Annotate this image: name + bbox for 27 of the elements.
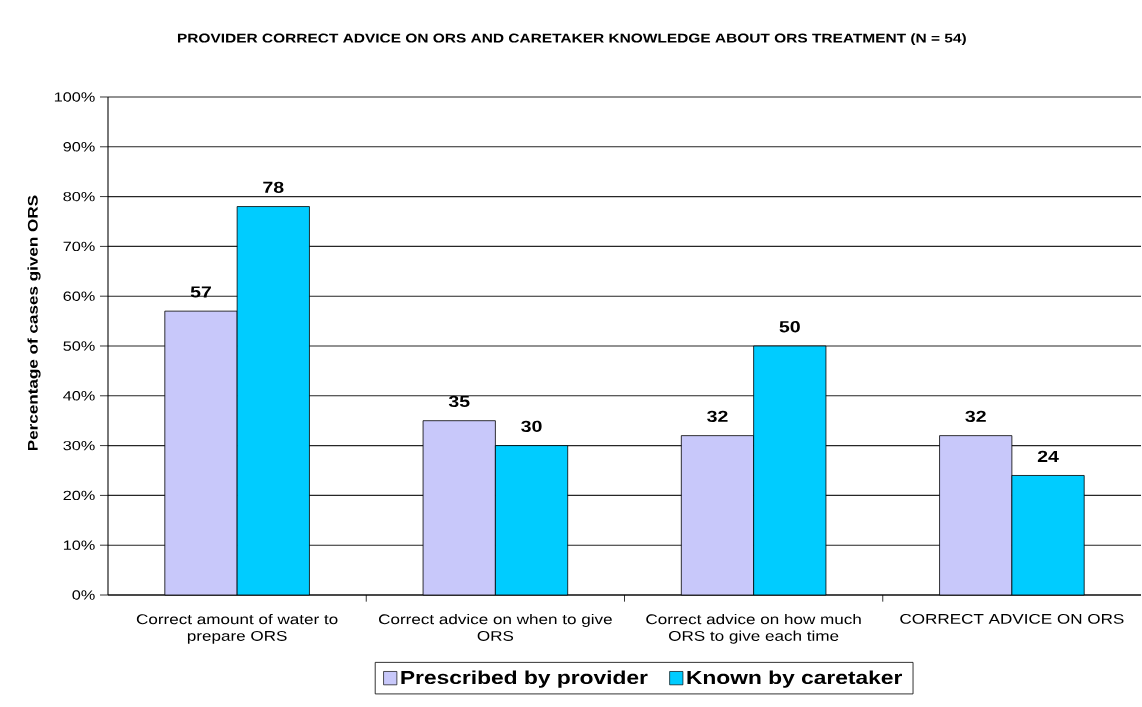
data-label: 24 [1037,450,1059,462]
y-tick-label: 70% [63,241,95,252]
y-tick-label: 20% [63,490,95,501]
legend-label: Known by caretaker [687,670,902,688]
y-tick-label: 50% [63,341,95,351]
data-label: 78 [263,181,284,193]
y-tick-label: 100% [54,92,95,102]
y-tick-label: 80% [63,191,95,202]
data-label: 30 [521,420,542,433]
y-tick-label: 40% [63,391,95,401]
legend-label: Prescribed by provider [401,670,648,688]
y-tick-label: 30% [63,440,95,451]
data-label: 50 [779,321,800,333]
chart-title: PROVIDER CORRECT ADVICE ON ORS AND CARETAKER KNOWLEDGE ABOUT ORS TREATMENT (N = 54) [177,33,966,46]
x-tick-label: Correct advice on when to give ORS [378,613,612,641]
x-tick-label: Correct advice on how much ORS to give each time [646,613,861,644]
y-tick-label: 10% [63,540,95,550]
y-axis-title: Percentage of cases given ORS [27,195,41,451]
data-label: 57 [190,286,211,298]
data-label: 35 [448,395,470,408]
data-label: 32 [707,410,728,423]
y-tick-label: 90% [63,142,95,152]
data-label: 32 [965,410,986,423]
y-tick-label: 0% [72,590,95,600]
x-tick-label: CORRECT ADVICE ON ORS [900,613,1124,624]
x-tick-label: Correct amount of water to prepare ORS [136,613,338,644]
y-tick-label: 60% [63,291,95,301]
